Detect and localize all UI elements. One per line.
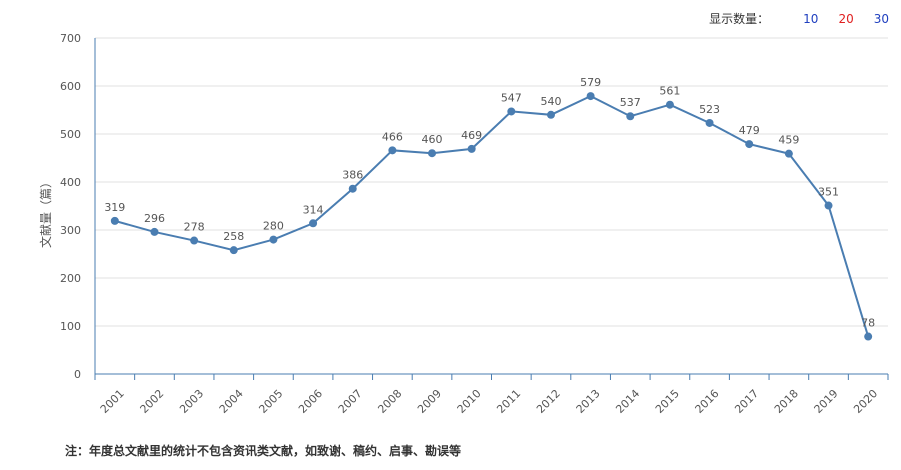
- data-point: [467, 144, 476, 153]
- data-point: [348, 184, 357, 193]
- y-tick-label: 600: [60, 80, 81, 93]
- data-label: 278: [184, 221, 205, 234]
- data-label: 314: [303, 203, 324, 216]
- display-count-label: 显示数量：: [709, 12, 770, 26]
- line-chart: 0 100 200 300 400 500 600 700 2001 2002 2003 2004 20…: [38, 32, 889, 416]
- data-label: 351: [818, 186, 839, 199]
- x-tick-label: 2012: [534, 387, 563, 416]
- data-point: [309, 219, 318, 228]
- data-label: 386: [342, 169, 363, 182]
- x-tick-label: 2016: [693, 387, 722, 416]
- display-count-20[interactable]: 20: [838, 11, 854, 26]
- display-count-30[interactable]: 30: [873, 11, 889, 26]
- series-line: [114, 94, 870, 337]
- x-tick-label: 2001: [98, 387, 127, 416]
- data-point: [546, 110, 555, 119]
- data-label: 258: [223, 230, 244, 243]
- data-label: 469: [461, 129, 482, 142]
- data-label: 460: [422, 133, 443, 146]
- y-tick-label: 300: [60, 224, 81, 237]
- x-tick-label: 2020: [851, 387, 880, 416]
- display-count-10[interactable]: 10: [803, 11, 819, 26]
- x-tick-label: 2011: [494, 387, 523, 416]
- data-point: [428, 149, 437, 158]
- y-tick-label: 0: [74, 368, 81, 381]
- data-point: [507, 107, 516, 116]
- data-label: 523: [699, 103, 720, 116]
- data-label: 561: [659, 85, 680, 98]
- x-tick-label: 2013: [574, 387, 603, 416]
- data-label: 579: [580, 76, 601, 89]
- x-tick-label: 2010: [455, 387, 484, 416]
- data-point: [110, 216, 119, 225]
- x-tick-label: 2007: [336, 387, 365, 416]
- data-point: [784, 149, 793, 158]
- data-point: [626, 112, 635, 121]
- data-label: 547: [501, 91, 522, 104]
- y-tick-label: 100: [60, 320, 81, 333]
- y-axis-title: 文献量（篇）: [38, 176, 53, 248]
- x-tick-label: 2002: [138, 387, 167, 416]
- data-label: 466: [382, 130, 403, 143]
- y-tick-label: 500: [60, 128, 81, 141]
- footnote: 注：年度总文献里的统计不包含资讯类文献，如致谢、稿约、启事、勘误等: [65, 444, 462, 458]
- x-tick-label: 2008: [375, 387, 404, 416]
- x-tick-label: 2014: [613, 387, 642, 416]
- data-point: [269, 235, 278, 244]
- display-count-controls: 显示数量： 10 20 30: [709, 10, 889, 27]
- data-label: 537: [620, 96, 641, 109]
- data-point: [705, 118, 714, 127]
- data-label: 319: [104, 201, 125, 214]
- data-label: 280: [263, 220, 284, 233]
- data-label: 540: [540, 95, 561, 108]
- data-label: 479: [739, 124, 760, 137]
- data-label: 296: [144, 212, 165, 225]
- x-tick-label: 2009: [415, 387, 444, 416]
- x-tick-label: 2017: [732, 387, 761, 416]
- data-label: 78: [861, 317, 875, 330]
- y-tick-label: 700: [60, 32, 81, 45]
- x-tick-label: 2019: [812, 387, 841, 416]
- x-tick-label: 2005: [256, 387, 285, 416]
- data-point: [665, 100, 674, 109]
- data-point: [586, 92, 595, 101]
- data-point: [388, 146, 397, 155]
- data-point: [229, 246, 238, 255]
- y-tick-label: 200: [60, 272, 81, 285]
- x-tick-label: 2006: [296, 387, 325, 416]
- data-point: [864, 332, 873, 341]
- data-point: [745, 140, 754, 149]
- data-label: 459: [778, 134, 799, 147]
- y-tick-label: 400: [60, 176, 81, 189]
- data-point: [190, 236, 199, 245]
- data-point: [150, 227, 159, 236]
- x-tick-label: 2004: [217, 387, 246, 416]
- x-tick-label: 2015: [653, 387, 682, 416]
- x-tick-label: 2018: [772, 387, 801, 416]
- data-point: [824, 201, 833, 210]
- x-tick-label: 2003: [177, 387, 206, 416]
